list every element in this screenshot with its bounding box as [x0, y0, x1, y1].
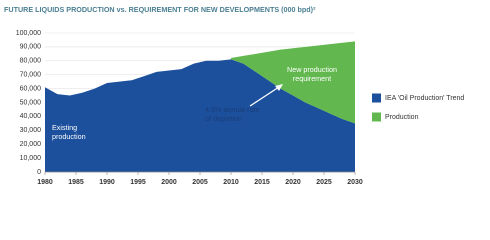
- y-tick-label: 0: [37, 169, 41, 176]
- y-tick-label: 70,000: [20, 72, 42, 79]
- x-tick-label: 1990: [99, 179, 115, 186]
- x-tick-label: 2015: [254, 179, 270, 186]
- annotation: requirement: [293, 74, 331, 83]
- x-tick-label: 2030: [347, 179, 363, 186]
- y-tick-label: 40,000: [20, 113, 42, 120]
- y-tick-label: 90,000: [20, 44, 42, 51]
- x-tick-label: 2005: [192, 179, 208, 186]
- arrow-line: [249, 86, 280, 107]
- x-tick-label: 2010: [223, 179, 239, 186]
- legend-label: Production: [385, 114, 419, 121]
- x-tick-label: 2020: [285, 179, 301, 186]
- annotation: of depletion: [205, 114, 242, 123]
- x-tick-label: 1980: [37, 179, 53, 186]
- annotation: New production: [287, 65, 337, 74]
- y-tick-label: 80,000: [20, 58, 42, 65]
- y-tick-label: 30,000: [20, 127, 42, 134]
- area: [231, 41, 355, 124]
- y-tick-label: 60,000: [20, 85, 42, 92]
- arrow-head: [275, 84, 283, 91]
- legend-label: IEA 'Oil Production' Trend: [385, 95, 464, 102]
- x-tick-label: 1995: [130, 179, 146, 186]
- annotation: Existing: [52, 123, 77, 132]
- legend-swatch: [372, 112, 381, 122]
- y-tick-label: 50,000: [20, 99, 42, 106]
- x-tick-label: 2025: [316, 179, 332, 186]
- chart-title: FUTURE LIQUIDS PRODUCTION vs. REQUIREMEN…: [4, 5, 316, 14]
- y-tick-label: 100,000: [16, 30, 41, 37]
- annotation: 4.5% annual rate: [205, 105, 259, 114]
- x-tick-label: 2000: [161, 179, 177, 186]
- y-tick-label: 20,000: [20, 141, 42, 148]
- chart: FUTURE LIQUIDS PRODUCTION vs. REQUIREMEN…: [4, 5, 464, 186]
- x-tick-label: 1985: [68, 179, 84, 186]
- legend-swatch: [372, 93, 381, 103]
- annotation: production: [52, 132, 86, 141]
- y-tick-label: 10,000: [20, 155, 42, 162]
